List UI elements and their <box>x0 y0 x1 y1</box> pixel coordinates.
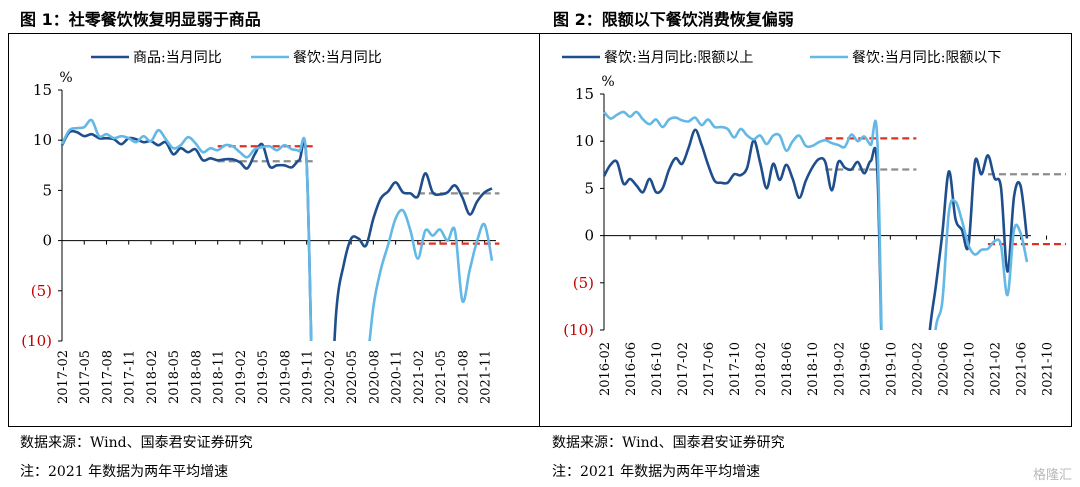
left-x-tick-label: 2020-02 <box>323 350 338 404</box>
left-x-tick-label: 2017-02 <box>56 350 71 404</box>
right-unit-label: % <box>601 74 614 90</box>
right-note-text: 注：2021 年数据为两年平均增速 <box>552 464 761 480</box>
left-y-tick-label: 5 <box>42 181 52 199</box>
left-x-tick-label: 2020-05 <box>345 350 360 404</box>
right-y-tick-label: (5) <box>573 274 594 292</box>
left-x-tick-label: 2017-11 <box>123 350 138 404</box>
right-x-tick-label: 2017-02 <box>676 342 691 396</box>
left-y-tick-label: 0 <box>42 232 52 250</box>
figure-frame <box>8 33 1072 427</box>
left-series-line-1 <box>60 118 494 341</box>
left-x-tick-label: 2021-11 <box>479 350 494 404</box>
left-y-tick-label: 10 <box>33 131 52 149</box>
left-x-tick-label: 2017-05 <box>78 350 93 404</box>
right-chart-title: 图 2：限额以下餐饮消费恢复偏弱 <box>553 10 794 29</box>
left-x-tick-label: 2018-08 <box>189 350 204 404</box>
left-x-tick-label: 2018-11 <box>212 350 227 404</box>
left-source-text: 数据来源：Wind、国泰君安证券研究 <box>20 435 253 451</box>
left-series-line-0 <box>60 129 493 341</box>
right-x-tick-label: 2021-02 <box>988 342 1003 396</box>
right-x-tick-label: 2019-06 <box>858 342 873 396</box>
right-legend-label-0: 餐饮:当月同比:限额以上 <box>604 50 753 66</box>
left-x-tick-label: 2020-08 <box>367 350 382 404</box>
left-x-tick-label: 2018-05 <box>167 350 182 404</box>
right-series-line-1 <box>603 110 1029 330</box>
left-x-tick-label: 2019-05 <box>256 350 271 404</box>
right-x-tick-label: 2017-06 <box>702 342 717 396</box>
left-unit-label: % <box>59 70 72 86</box>
right-x-tick-label: 2016-06 <box>624 342 639 396</box>
right-x-tick-label: 2020-10 <box>962 342 977 396</box>
left-x-tick-label: 2018-02 <box>145 350 160 404</box>
right-y-tick-label: 5 <box>584 179 594 197</box>
left-legend-label-1: 餐饮:当月同比 <box>293 50 382 66</box>
right-y-tick-label: (10) <box>563 321 594 339</box>
left-y-tick-label: 15 <box>33 81 52 99</box>
left-legend-label-0: 商品:当月同比 <box>133 50 222 66</box>
right-x-tick-label: 2021-10 <box>1041 342 1056 396</box>
panel-divider <box>539 33 540 426</box>
frame-right-border <box>1071 33 1072 426</box>
right-line-chart: 15 10 5 0 (5) (10)% 2016-02 2016-06 2016-10 2017-… <box>562 50 1067 396</box>
right-y-tick-label: 0 <box>584 227 594 245</box>
left-x-tick-label: 2019-08 <box>278 350 293 404</box>
right-x-tick-label: 2018-02 <box>754 342 769 396</box>
left-x-tick-label: 2019-11 <box>301 350 316 404</box>
right-x-tick-label: 2016-10 <box>650 342 665 396</box>
right-x-tick-label: 2019-02 <box>832 342 847 396</box>
right-source-text: 数据来源：Wind、国泰君安证券研究 <box>552 435 785 451</box>
left-x-tick-label: 2017-08 <box>100 350 115 404</box>
right-x-tick-label: 2020-06 <box>936 342 951 396</box>
left-line-chart: 15 10 5 0 (5) (10)% 2017-02 2017-05 2017-08 2017-… <box>21 50 500 404</box>
left-x-tick-label: 2021-02 <box>412 350 427 404</box>
right-x-tick-label: 2016-02 <box>598 342 613 396</box>
left-x-tick-label: 2021-05 <box>434 350 449 404</box>
right-legend-label-1: 餐饮:当月同比:限额以下 <box>852 50 1001 66</box>
left-y-tick-label: (5) <box>31 282 52 300</box>
right-x-tick-label: 2020-02 <box>910 342 925 396</box>
right-x-tick-label: 2019-10 <box>884 342 899 396</box>
left-y-tick-label: (10) <box>21 332 52 350</box>
right-y-tick-label: 10 <box>575 132 594 150</box>
left-x-tick-label: 2021-08 <box>456 350 471 404</box>
left-note-text: 注：2021 年数据为两年平均增速 <box>20 464 229 480</box>
left-chart-title: 图 1：社零餐饮恢复明显弱于商品 <box>20 10 261 29</box>
right-y-tick-label: 15 <box>575 85 594 103</box>
watermark-logo: 格隆汇 <box>1032 468 1072 483</box>
right-x-tick-label: 2018-06 <box>780 342 795 396</box>
frame-left-border <box>8 33 9 426</box>
right-x-tick-label: 2021-06 <box>1014 342 1029 396</box>
right-x-tick-label: 2018-10 <box>806 342 821 396</box>
right-x-tick-label: 2017-10 <box>728 342 743 396</box>
right-series-line-0 <box>602 128 1029 330</box>
left-x-tick-label: 2020-11 <box>390 350 405 404</box>
left-x-tick-label: 2019-02 <box>234 350 249 404</box>
